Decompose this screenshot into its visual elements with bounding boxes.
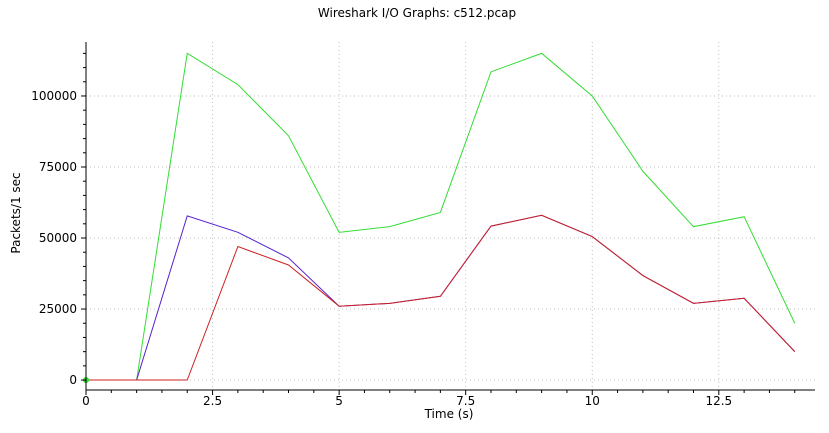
y-axis-title: Packets/1 sec bbox=[9, 172, 23, 253]
series-layer bbox=[86, 52, 796, 381]
x-axis-ticks: 0 2.5 5 7.5 10 12.5 bbox=[82, 390, 796, 408]
x-tick-label: 5 bbox=[335, 394, 343, 408]
x-axis-title: Time (s) bbox=[424, 407, 474, 421]
x-tick-label: 7.5 bbox=[456, 394, 475, 408]
series-line-2 bbox=[86, 214, 796, 381]
y-tick-label: 75000 bbox=[39, 160, 77, 174]
axes bbox=[85, 42, 815, 391]
chart-title: Wireshark I/O Graphs: c512.pcap bbox=[318, 6, 516, 20]
x-tick-label: 0 bbox=[82, 394, 90, 408]
y-tick-label: 25000 bbox=[39, 302, 77, 316]
series-line-3 bbox=[86, 214, 796, 381]
grid-lines bbox=[86, 42, 815, 390]
x-tick-label: 2.5 bbox=[203, 394, 222, 408]
y-axis-ticks: 0 25000 50000 75000 100000 bbox=[31, 52, 86, 387]
y-tick-label: 50000 bbox=[39, 231, 77, 245]
x-tick-label: 12.5 bbox=[705, 394, 732, 408]
series-line-1 bbox=[86, 52, 796, 381]
y-tick-label: 100000 bbox=[31, 89, 77, 103]
x-tick-label: 10 bbox=[585, 394, 600, 408]
y-tick-label: 0 bbox=[69, 373, 77, 387]
